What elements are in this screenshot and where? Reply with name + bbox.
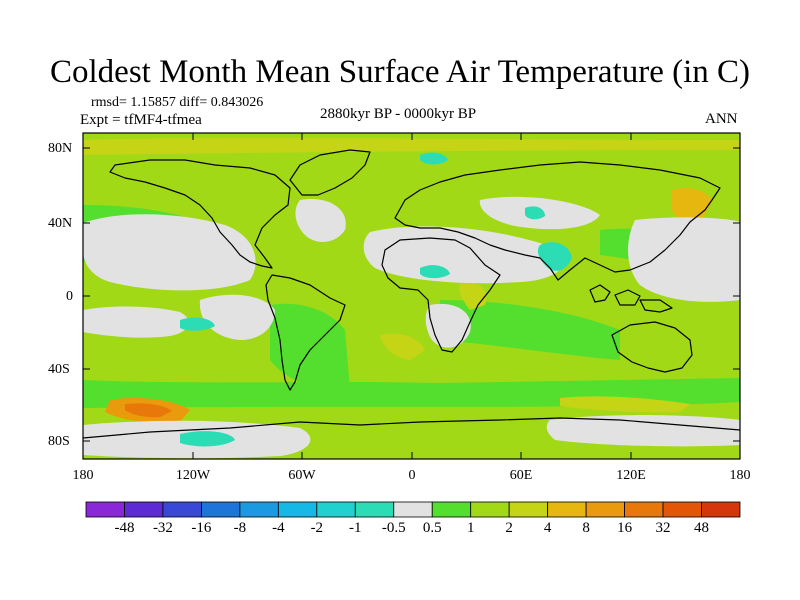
lon-tick-180w: 180: [72, 468, 94, 483]
field-region: [420, 265, 450, 279]
colorbar-label: 32: [655, 520, 671, 536]
australia-outline: [611, 321, 693, 373]
colorbar: [85, 501, 741, 518]
lon-tick-180e: 180: [729, 468, 751, 483]
lat-tick-80n: 80N: [48, 141, 73, 156]
eurasia-outline: [394, 161, 721, 281]
colorbar-swatch: [85, 501, 125, 518]
field-region: [628, 217, 740, 302]
map-field: [83, 133, 740, 459]
africa-outline: [381, 237, 501, 353]
colorbar-swatch: [124, 501, 164, 518]
colorbar-label: 8: [582, 520, 590, 536]
field-region: [672, 188, 712, 227]
colorbar-swatch: [393, 501, 433, 518]
colorbar-swatch: [162, 501, 202, 518]
field-region: [125, 403, 172, 418]
field-region: [546, 415, 740, 447]
lon-tick-120e: 120E: [616, 468, 646, 483]
field-region: [83, 214, 256, 291]
lon-tick-120w: 120W: [175, 468, 211, 483]
plot-title: Coldest Month Mean Surface Air Temperatu…: [50, 54, 750, 90]
period-label: 2880kyr BP - 0000kyr BP: [320, 106, 477, 122]
colorbar-label: -8: [233, 520, 247, 536]
experiment-label: Expt = tfMF4-tfmea: [80, 112, 202, 128]
lat-tick-40s: 40S: [48, 362, 70, 377]
colorbar-swatch: [277, 501, 318, 518]
colorbar-swatch: [624, 501, 664, 518]
lat-tick-40n: 40N: [48, 216, 73, 231]
lon-tick-60e: 60E: [509, 468, 533, 483]
field-region: [83, 306, 189, 338]
colorbar-label: 16: [617, 520, 633, 536]
field-region: [180, 431, 235, 447]
field-region: [425, 303, 471, 348]
colorbar-label: -4: [272, 520, 285, 536]
southeast-asia-islands: [589, 284, 673, 313]
field-region: [525, 206, 545, 220]
colorbar-swatch: [701, 501, 741, 518]
colorbar-swatch: [239, 501, 279, 518]
colorbar-swatch: [470, 501, 510, 518]
colorbar-label: -16: [191, 520, 212, 536]
field-region: [363, 226, 564, 284]
colorbar-label: -2: [310, 520, 324, 536]
colorbar-swatch: [508, 501, 549, 518]
field-region: [380, 333, 425, 360]
colorbar-swatch: [585, 501, 625, 518]
colorbar-swatch: [547, 501, 587, 518]
colorbar-swatch: [662, 501, 702, 518]
lat-tick-80s: 80S: [48, 434, 70, 449]
antarctica-coastline: [83, 417, 740, 439]
lat-tick-0: 0: [66, 289, 73, 304]
stats-text: rmsd= 1.15857 diff= 0.843026: [91, 95, 264, 110]
lon-tick-60w: 60W: [288, 468, 316, 483]
colorbar-swatch: [431, 501, 472, 518]
season-label: ANN: [705, 111, 738, 127]
coastlines: [83, 149, 740, 439]
south-america-outline: [265, 274, 346, 391]
field-region: [440, 300, 620, 360]
colorbar-swatch: [201, 501, 241, 518]
colorbar-label: -0.5: [381, 520, 406, 536]
colorbar-label: -32: [152, 520, 173, 536]
colorbar-label: -1: [349, 520, 362, 536]
field-region: [270, 303, 350, 391]
field-region: [295, 199, 346, 242]
field-region: [180, 317, 215, 331]
colorbar-label: 2: [505, 520, 513, 536]
colorbar-label: -48: [114, 520, 135, 536]
greenland-outline: [289, 149, 371, 196]
colorbar-label: 1: [466, 520, 475, 536]
colorbar-label: 4: [543, 520, 552, 536]
field-region: [420, 152, 448, 165]
colorbar-label: 48: [694, 520, 710, 536]
north-america-outline: [109, 159, 291, 269]
colorbar-swatch: [316, 501, 356, 518]
field-region: [560, 396, 690, 413]
lon-tick-0: 0: [408, 468, 416, 483]
colorbar-swatch: [354, 501, 395, 518]
field-region: [199, 294, 275, 340]
field-region: [83, 137, 740, 155]
colorbar-label: 0.5: [422, 520, 442, 536]
map-tick-marks: [83, 133, 740, 459]
